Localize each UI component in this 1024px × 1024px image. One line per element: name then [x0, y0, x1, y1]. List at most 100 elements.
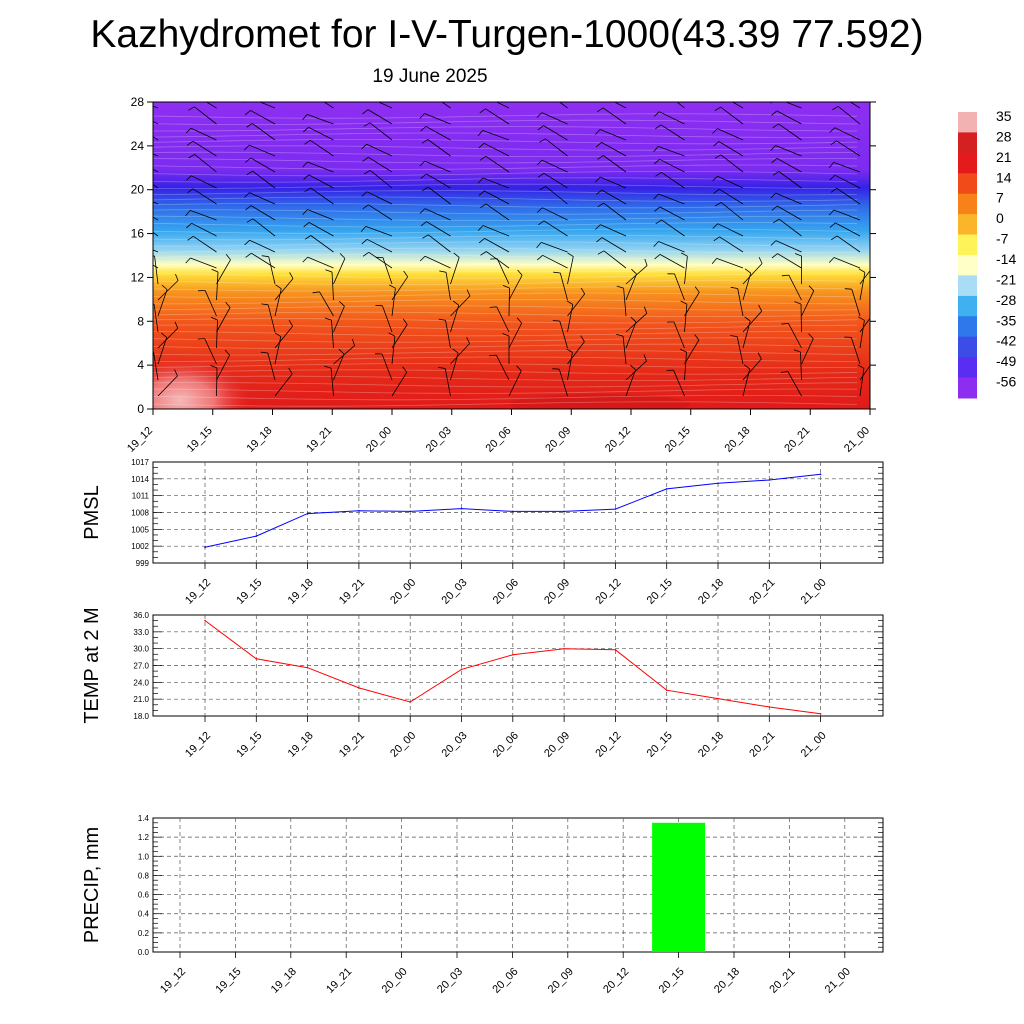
wind-barb-flag	[597, 155, 604, 160]
wind-barb	[308, 174, 334, 189]
colorbar-swatch	[958, 173, 977, 195]
wind-barb	[369, 122, 393, 141]
wind-barb	[836, 140, 861, 157]
pmsl-point	[204, 546, 206, 549]
temp-point	[768, 706, 771, 708]
wind-barb	[192, 140, 217, 157]
wind-barb	[157, 327, 179, 349]
wind-barb	[742, 320, 751, 349]
wind-barb-flag	[771, 253, 778, 259]
pmsl-point	[460, 507, 463, 510]
wind-barb-flag	[211, 268, 219, 273]
precip-x-tick-label: 20_00	[380, 966, 410, 996]
contour-line	[153, 337, 858, 343]
wind-barb	[424, 113, 451, 125]
wind-barb	[659, 158, 685, 173]
wind-barb	[601, 142, 627, 157]
wind-barb	[625, 360, 647, 381]
wind-barb	[216, 355, 230, 381]
wind-barb-flag	[679, 348, 687, 353]
wind-barb	[558, 369, 568, 397]
wind-barb-flag	[694, 334, 700, 341]
wind-barb-flag	[681, 252, 688, 257]
wind-barb-flag	[653, 146, 659, 152]
contour-line	[153, 190, 858, 196]
wind-barb	[484, 190, 510, 205]
wind-barb-flag	[829, 222, 836, 228]
wind-barb-flag	[244, 110, 251, 116]
pmsl-point	[717, 482, 719, 485]
wind-barb-flag	[714, 202, 722, 207]
wind-barb-flag	[714, 154, 722, 159]
hot-spot	[153, 355, 255, 409]
wind-barb	[541, 112, 568, 125]
wind-barb-flag	[188, 154, 195, 159]
wind-barb	[625, 273, 637, 301]
wind-barb-flag	[713, 188, 720, 194]
pmsl-point	[563, 510, 565, 513]
contour-line	[153, 164, 858, 170]
wind-barb-flag	[552, 320, 560, 322]
wind-barb-flag	[644, 258, 648, 266]
wind-barb	[658, 193, 685, 205]
wind-barb-flag	[653, 241, 659, 247]
wind-barb-flag	[477, 177, 484, 184]
wind-barb-flag	[489, 354, 497, 357]
colorbar-swatch	[958, 214, 977, 235]
wind-barb	[673, 321, 685, 349]
wind-barb	[543, 125, 568, 141]
temp-x-tick-label: 21_00	[799, 730, 829, 760]
wind-barb	[742, 310, 762, 333]
wind-barb	[274, 278, 294, 301]
wind-barb	[157, 337, 168, 365]
temp-x-tick-label: 20_06	[491, 730, 521, 760]
wind-barb	[252, 123, 276, 141]
contour-line	[153, 273, 858, 279]
cs-y-tick-label: 12	[131, 270, 145, 284]
wind-barb	[153, 168, 159, 173]
wind-barb	[428, 234, 451, 253]
wind-barb	[600, 176, 627, 189]
wind-barb-flag	[580, 335, 585, 342]
wind-barb-flag	[655, 124, 662, 130]
warm-patch	[510, 394, 690, 409]
wind-barb-flag	[744, 268, 751, 274]
pmsl-y-tick-label: 1011	[132, 492, 150, 501]
wind-barb	[684, 292, 700, 317]
wind-barb	[742, 368, 751, 397]
wind-barb	[684, 352, 687, 381]
wind-barb	[485, 203, 510, 221]
contour-line	[153, 401, 858, 407]
colorbar-swatch	[958, 152, 977, 174]
wind-barb	[673, 370, 685, 397]
wind-barb	[599, 129, 627, 141]
wind-barb	[483, 142, 510, 157]
wind-barb	[259, 102, 276, 109]
wind-barb-flag	[466, 337, 470, 344]
wind-barb-flag	[537, 172, 545, 178]
wind-barb-flag	[360, 226, 367, 232]
colorbar-swatch	[958, 132, 977, 154]
wind-barb-flag	[794, 253, 802, 257]
wind-barb	[601, 189, 627, 205]
wind-barb	[153, 304, 159, 333]
contour-line	[153, 228, 858, 234]
wind-barb-flag	[351, 338, 355, 346]
wind-barb	[567, 293, 586, 317]
wind-barb-flag	[421, 139, 429, 144]
wind-barb-flag	[260, 351, 268, 354]
wind-barb-flag	[771, 158, 778, 164]
wind-barb	[424, 208, 451, 221]
wind-barb	[778, 218, 802, 237]
temp-axis-title: TEMP at 2 M	[81, 607, 103, 723]
wind-barb	[660, 124, 685, 141]
temp-y-tick-label: 18.0	[133, 712, 149, 721]
wind-barb-flag	[793, 349, 801, 353]
colorbar-swatch	[958, 336, 977, 358]
wind-barb-flag	[828, 257, 835, 263]
contour-line	[153, 158, 858, 164]
wind-barb-flag	[781, 322, 789, 325]
wind-barb	[191, 175, 217, 189]
colorbar-swatch	[958, 377, 977, 399]
wind-barb	[391, 288, 396, 317]
